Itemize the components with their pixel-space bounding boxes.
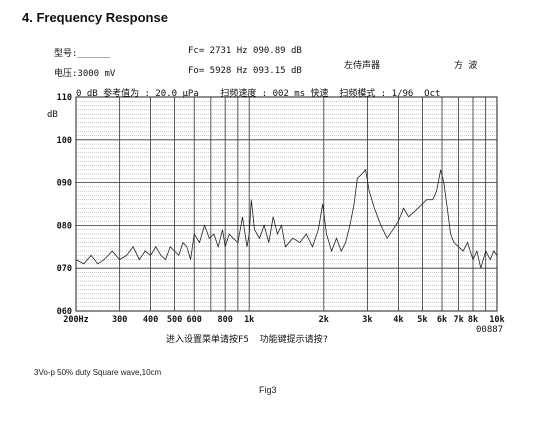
model-label: 型号:______ [54,49,110,59]
x-tick-label: 600 [187,315,202,325]
x-tick-label: 7k [453,315,463,325]
y-tick-label: 100 [57,136,72,146]
x-tick-label: 300 [112,315,127,325]
x-tick-labels: 200Hz 300 400 500 600 800 1k 2k 3k 4k 5k 6k 7k 8k 10k [63,315,504,325]
y-tick-label: 090 [57,179,72,189]
x-tick-label: 3k [362,315,372,325]
sample-counter: 00887 [476,325,504,335]
x-tick-label: 800 [218,315,233,325]
x-tick-label: 200Hz [63,315,89,325]
x-tick-label: 10k [489,315,504,325]
figure-caption: 3Vo-p 50% duty Square wave,10cm [34,368,162,377]
x-tick-label: 400 [143,315,158,325]
chart-grid [75,96,498,312]
status-line: 0 dB 参考值为 : 20.0 μPa 扫频速度 : 002 ms 快速 扫频… [76,89,441,99]
x-tick-label: 8k [468,315,478,325]
x-tick-label: 2k [319,315,329,325]
wave-label: 方 波 [454,61,478,71]
y-tick-label: 080 [57,221,72,231]
voltage-label: 电压:3000 mV [54,69,116,79]
x-tick-label: 4k [393,315,403,325]
y-tick-label: 110 [57,93,72,103]
y-tick-label: 060 [57,307,72,317]
x-tick-label: 6k [437,315,447,325]
figure-label: Fig3 [259,385,277,395]
x-tick-label: 500 [167,315,182,325]
fo-readout: Fo= 5928 Hz 093.15 dB [188,66,302,76]
y-tick-label: 070 [57,264,72,274]
y-tick-labels: 110 100 090 080 070 060 [57,93,72,317]
footer-prompt: 进入设置菜单请按F5 功能键提示请按? [166,335,329,345]
fc-readout: Fc= 2731 Hz 090.89 dB [188,46,302,56]
speaker-label: 左侍声器 [344,61,381,71]
section-title: 4. Frequency Response [22,10,168,25]
plot-frame [75,96,498,312]
y-axis-label: dB [47,110,58,120]
x-tick-label: 5k [417,315,427,325]
x-tick-label: 1k [244,315,254,325]
response-curve [75,168,498,269]
